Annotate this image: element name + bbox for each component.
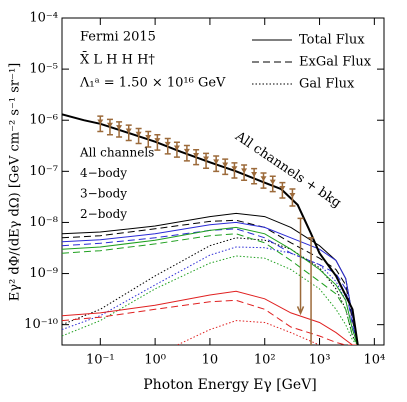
flux-total	[62, 290, 358, 345]
annotation: X̄ L H H H†	[80, 51, 155, 67]
flux-exgal	[62, 228, 359, 345]
curves	[62, 113, 359, 345]
y-tick-label: 10⁻⁵	[29, 62, 58, 77]
fermi-point	[260, 176, 267, 182]
flux-exgal	[62, 219, 359, 345]
fermi-point	[193, 152, 200, 158]
y-tick-label: 10⁻⁴	[29, 11, 58, 26]
fermi-point	[164, 141, 171, 147]
fermi-point	[222, 162, 229, 168]
x-axis-label: Photon Energy Eγ [GeV]	[143, 377, 316, 393]
fermi-point	[269, 179, 276, 185]
flux-exgal	[62, 233, 359, 345]
plot-frame	[61, 17, 385, 346]
y-tick-label: 10⁻⁶	[29, 113, 58, 128]
x-tick-label: 10	[202, 353, 219, 368]
y-tick-label: 10⁻⁷	[29, 164, 58, 179]
y-tick-label: 10⁻⁸	[29, 215, 58, 230]
fermi-point	[125, 128, 132, 134]
upper-limit	[296, 217, 305, 316]
x-tick-label: 10⁻¹	[86, 353, 115, 368]
bkg-label: All channels + bkg	[231, 129, 343, 211]
annotation: Λ₁ᵃ = 1.50 × 10¹⁶ GeV	[79, 76, 226, 91]
legend-label: Gal Flux	[299, 77, 355, 92]
fermi-point	[289, 192, 296, 198]
flux-gal	[62, 255, 359, 345]
upper-limit	[308, 237, 315, 345]
channel-label: All channels	[79, 146, 154, 160]
fermi-point	[154, 138, 161, 144]
channel-label: 2−body	[80, 207, 127, 221]
fermi-point	[279, 186, 286, 192]
x-tick-label: 10⁰	[144, 353, 166, 368]
x-tick-label: 10⁴	[363, 353, 385, 368]
x-tick-label: 10²	[254, 353, 276, 368]
fermi-point	[241, 168, 248, 174]
x-tick-label: 10³	[309, 353, 331, 368]
flux-gal	[176, 320, 321, 345]
fermi-point	[251, 171, 258, 177]
y-tick-label: 10⁻⁹	[29, 266, 58, 281]
flux-total	[62, 226, 359, 345]
flux-exgal	[62, 299, 358, 345]
bkg-total-line	[62, 113, 359, 345]
flux-total	[62, 212, 359, 345]
y-axis-label: Eγ² dΦ/(dEγ dΩ) [GeV cm⁻² s⁻¹ sr⁻¹]	[8, 63, 23, 301]
fermi-point	[145, 134, 152, 140]
fermi-point	[231, 166, 238, 172]
fermi-point	[135, 131, 142, 137]
legend-label: Total Flux	[299, 33, 365, 48]
legend-label: ExGal Flux	[299, 55, 372, 70]
fermi-point	[183, 148, 190, 154]
fermi-point	[173, 145, 180, 151]
fermi-point	[97, 119, 104, 125]
fermi-point	[213, 159, 220, 165]
fermi-point	[203, 156, 210, 162]
fermi-point	[106, 122, 113, 128]
channel-label: 3−body	[80, 187, 127, 201]
flux-total	[62, 221, 359, 345]
y-tick-label: 10⁻¹⁰	[24, 317, 58, 332]
annotation: Fermi 2015	[80, 30, 156, 45]
channel-label: 4−body	[80, 166, 127, 180]
flux-gal	[62, 237, 359, 345]
fermi-point	[116, 125, 123, 131]
